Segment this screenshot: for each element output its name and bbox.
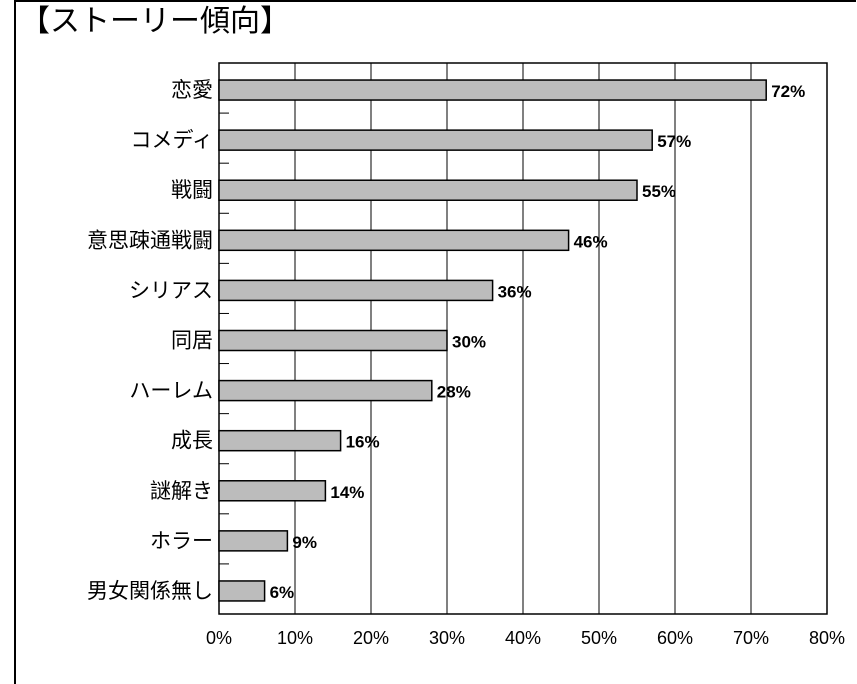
value-label: 6% [270, 583, 295, 602]
value-label: 57% [657, 132, 691, 151]
chart-frame [14, 0, 856, 684]
value-label: 36% [498, 282, 532, 301]
value-label: 46% [574, 232, 608, 251]
category-label: 意思疎通戦闘 [87, 228, 213, 252]
value-label: 9% [292, 533, 317, 552]
x-tick-label: 0% [206, 628, 232, 648]
x-tick-label: 50% [581, 628, 617, 648]
category-label: 戦闘 [171, 178, 213, 202]
x-tick-label: 20% [353, 628, 389, 648]
chart-title: 【ストーリー傾向】 [20, 4, 290, 39]
value-label: 72% [771, 82, 805, 101]
x-tick-labels: 0% 10% 20% 30% 40% 50% 60% 70% 80% [206, 628, 845, 648]
x-tick-label: 10% [277, 628, 313, 648]
x-tick-label: 70% [733, 628, 769, 648]
bars [218, 79, 767, 602]
value-labels: 72% 57% 55% 46% 36% 30% 28% 16% 14% 9% 6% [270, 82, 806, 602]
bar [218, 580, 266, 602]
category-label: 男女関係無し [87, 579, 213, 603]
bar [218, 379, 433, 402]
value-label: 55% [642, 182, 676, 201]
bar [218, 129, 653, 151]
category-label: 謎解き [150, 479, 213, 503]
bar [218, 79, 767, 101]
value-label: 14% [330, 483, 364, 502]
category-label: シリアス [129, 278, 213, 302]
bar [218, 530, 289, 552]
bar [218, 229, 570, 252]
bar [218, 179, 638, 201]
category-label: ハーレム [129, 379, 213, 403]
value-label: 28% [437, 383, 471, 402]
category-label: 恋愛 [171, 78, 213, 102]
x-tick-label: 80% [809, 628, 845, 648]
x-tick-label: 30% [429, 628, 465, 648]
bar [218, 480, 327, 502]
value-label: 16% [346, 433, 380, 452]
value-label: 30% [452, 333, 486, 352]
x-tick-label: 40% [505, 628, 541, 648]
category-label: 同居 [171, 329, 213, 353]
category-label: 成長 [171, 429, 213, 453]
category-label: コメディ [130, 128, 213, 152]
bar [218, 329, 448, 352]
x-tick-label: 60% [657, 628, 693, 648]
bar [218, 429, 342, 452]
bar [218, 279, 494, 302]
category-label: ホラー [150, 529, 213, 553]
